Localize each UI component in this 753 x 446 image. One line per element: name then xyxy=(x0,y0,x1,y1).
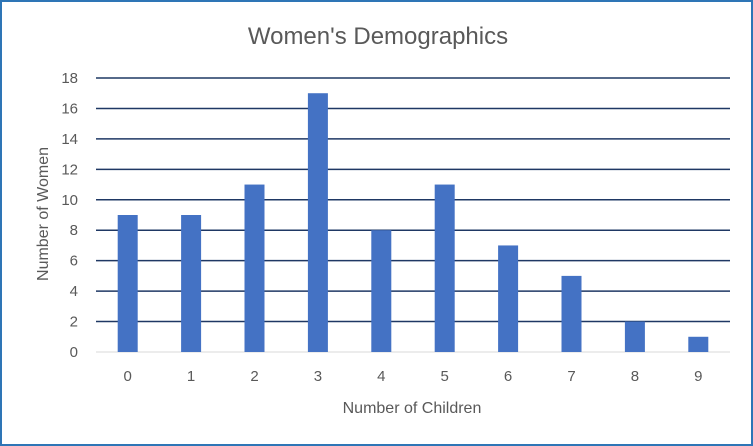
bar-7 xyxy=(561,275,582,352)
x-tick-label: 8 xyxy=(631,368,639,385)
bar-3 xyxy=(307,93,328,352)
x-tick-label: 2 xyxy=(250,368,258,385)
y-axis-title: Number of Women xyxy=(35,147,52,281)
x-tick-label: 1 xyxy=(187,368,195,385)
bar-1 xyxy=(181,215,202,352)
y-tick-label: 0 xyxy=(70,344,78,361)
y-tick-label: 8 xyxy=(70,222,78,239)
bar-9 xyxy=(688,336,709,352)
y-tick-label: 4 xyxy=(70,283,78,300)
chart-title: Women's Demographics xyxy=(248,23,508,50)
bar-5 xyxy=(434,184,455,352)
gridlines xyxy=(96,77,730,353)
y-tick-label: 16 xyxy=(61,100,78,117)
bar-4 xyxy=(371,230,392,352)
bars xyxy=(117,93,709,352)
x-tick-label: 5 xyxy=(441,368,449,385)
x-tick-label: 4 xyxy=(377,368,385,385)
x-tick-label: 9 xyxy=(694,368,702,385)
x-tick-label: 0 xyxy=(124,368,132,385)
x-tick-label: 6 xyxy=(504,368,512,385)
y-tick-label: 6 xyxy=(70,253,78,270)
y-tick-label: 18 xyxy=(61,70,78,87)
x-axis-tick-labels: 0 1 2 3 4 5 6 7 8 9 xyxy=(124,368,703,385)
y-tick-label: 10 xyxy=(61,192,78,209)
bar-2 xyxy=(244,184,265,352)
bar-6 xyxy=(498,245,519,352)
y-tick-label: 14 xyxy=(61,131,78,148)
x-tick-label: 3 xyxy=(314,368,322,385)
y-tick-label: 12 xyxy=(61,161,78,178)
x-axis-title: Number of Children xyxy=(343,400,482,417)
x-tick-label: 7 xyxy=(567,368,575,385)
y-tick-label: 2 xyxy=(70,314,78,331)
bar-8 xyxy=(624,321,645,352)
y-axis-tick-labels: 0 2 4 6 8 10 12 14 16 18 xyxy=(61,70,78,361)
bar-0 xyxy=(117,215,138,352)
